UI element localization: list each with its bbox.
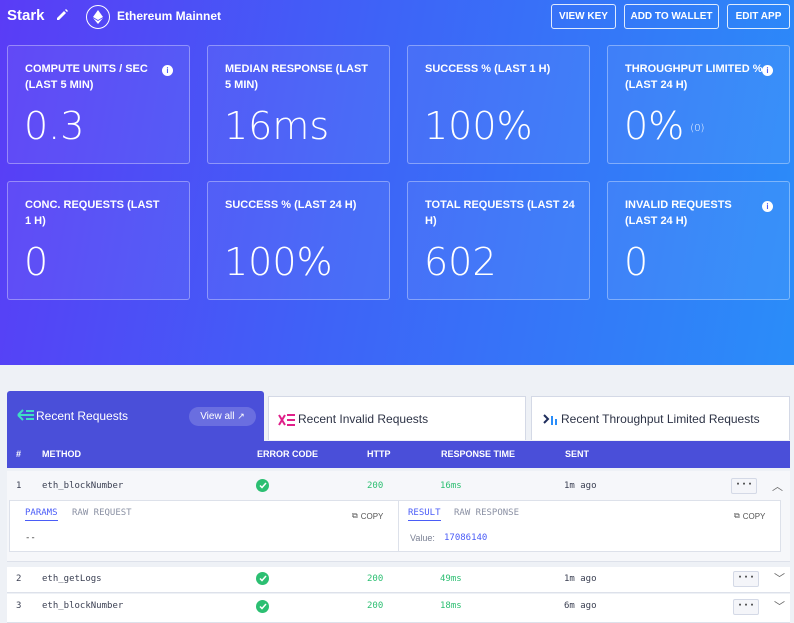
chevron-down-icon[interactable]: ﹀ <box>774 572 785 585</box>
table-header: # METHOD ERROR CODE HTTP RESPONSE TIME S… <box>7 441 790 468</box>
stat-card-throughput-limited: THROUGHPUT LIMITED % (LAST 24 H) i 0% (0) <box>607 45 790 164</box>
view-all-button[interactable]: View all ↗ <box>189 407 256 426</box>
row-http: 200 <box>367 574 384 584</box>
stat-card-concurrent-requests: CONC. REQUESTS (LAST 1 H) 0 <box>7 181 190 300</box>
stat-label: CONC. REQUESTS (LAST 1 H) <box>25 199 160 227</box>
row-http: 200 <box>367 601 384 611</box>
app-name: Stark <box>7 7 45 24</box>
stat-value: 602 <box>424 240 497 284</box>
stat-label: THROUGHPUT LIMITED % (LAST 24 H) <box>625 63 763 91</box>
stat-label: INVALID REQUESTS (LAST 24 H) <box>625 199 732 227</box>
col-response-time: RESPONSE TIME <box>441 449 516 459</box>
success-check-icon <box>256 572 269 585</box>
stat-card-compute-units: COMPUTE UNITS / SEC (LAST 5 MIN) i 0.3 <box>7 45 190 164</box>
view-key-button[interactable]: VIEW KEY <box>551 4 616 29</box>
stat-card-total-requests: TOTAL REQUESTS (LAST 24 H) 602 <box>407 181 590 300</box>
tab-label: Recent Throughput Limited Requests <box>561 412 760 426</box>
detail-divider <box>398 501 399 551</box>
tab-label: Recent Requests <box>36 409 129 423</box>
stat-label: COMPUTE UNITS / SEC (LAST 5 MIN) <box>25 63 148 91</box>
row-num: 1 <box>16 481 22 491</box>
row-http: 200 <box>367 481 384 491</box>
tab-raw-response[interactable]: RAW RESPONSE <box>454 508 520 518</box>
stat-label: TOTAL REQUESTS (LAST 24 H) <box>425 199 575 227</box>
more-actions-button[interactable]: ··· <box>733 599 759 615</box>
row-method: eth_blockNumber <box>42 601 124 611</box>
row-sent: 1m ago <box>564 481 597 491</box>
params-value: -- <box>25 533 36 543</box>
stat-value: 0.3 <box>24 104 85 148</box>
request-detail-panel: PARAMS RAW REQUEST ⧉ COPY -- RESULT RAW R… <box>9 500 781 552</box>
stat-label: SUCCESS % (LAST 24 H) <box>225 199 357 211</box>
result-value[interactable]: 17086140 <box>444 533 488 543</box>
stat-value: 100% <box>224 240 333 284</box>
col-num: # <box>16 449 22 459</box>
recent-requests-icon <box>17 409 34 421</box>
tab-throughput-limited[interactable]: Recent Throughput Limited Requests <box>531 396 790 440</box>
edit-pencil-icon[interactable] <box>55 8 69 22</box>
throughput-limited-icon <box>543 414 557 425</box>
col-method: METHOD <box>42 449 81 459</box>
more-actions-button[interactable]: ··· <box>731 478 757 494</box>
stat-label: SUCCESS % (LAST 1 H) <box>425 63 551 75</box>
copy-label: COPY <box>360 511 384 521</box>
top-bar: Stark Ethereum Mainnet VIEW KEY ADD TO W… <box>0 0 794 34</box>
stats-hero: Stark Ethereum Mainnet VIEW KEY ADD TO W… <box>0 0 794 365</box>
success-check-icon <box>256 479 269 492</box>
chevron-up-icon[interactable]: ︿ <box>772 480 783 493</box>
edit-app-button[interactable]: EDIT APP <box>727 4 790 29</box>
copy-result-button[interactable]: ⧉ COPY <box>734 511 765 521</box>
tab-params[interactable]: PARAMS <box>25 508 58 521</box>
success-check-icon <box>256 600 269 613</box>
external-arrow-icon: ↗ <box>237 411 245 421</box>
table-row[interactable]: 2 eth_getLogs 200 49ms 1m ago ··· ﹀ <box>7 567 790 593</box>
table-row[interactable]: 3 eth_blockNumber 200 18ms 6m ago ··· ﹀ <box>7 594 790 623</box>
row-num: 3 <box>16 601 22 611</box>
value-label: Value: <box>410 533 435 543</box>
stat-card-success-1h: SUCCESS % (LAST 1 H) 100% <box>407 45 590 164</box>
copy-icon: ⧉ <box>352 511 358 520</box>
row-num: 2 <box>16 574 22 584</box>
row-sent: 1m ago <box>564 574 597 584</box>
info-icon[interactable]: i <box>762 65 773 76</box>
network-name: Ethereum Mainnet <box>117 9 222 23</box>
stat-value: 0 <box>624 240 649 284</box>
copy-icon: ⧉ <box>734 511 740 520</box>
stat-card-invalid-requests: INVALID REQUESTS (LAST 24 H) i 0 <box>607 181 790 300</box>
col-sent: SENT <box>565 449 590 459</box>
col-error-code: ERROR CODE <box>257 449 319 459</box>
stat-card-median-response: MEDIAN RESPONSE (LAST 5 MIN) 16ms <box>207 45 390 164</box>
row-response-time: 16ms <box>440 481 462 491</box>
row-response-time: 49ms <box>440 574 462 584</box>
tab-recent-requests[interactable]: Recent Requests <box>7 391 264 441</box>
stat-value: 100% <box>424 104 533 148</box>
copy-label: COPY <box>742 511 766 521</box>
view-all-label: View all <box>200 411 235 422</box>
stat-label: MEDIAN RESPONSE (LAST 5 MIN) <box>225 63 369 91</box>
tab-result[interactable]: RESULT <box>408 508 441 521</box>
row-response-time: 18ms <box>440 601 462 611</box>
col-http: HTTP <box>367 449 391 459</box>
row-sent: 6m ago <box>564 601 597 611</box>
stat-value: 0% (0) <box>624 104 704 148</box>
ethereum-icon <box>86 5 110 29</box>
row-method: eth_getLogs <box>42 574 102 584</box>
add-to-wallet-button[interactable]: ADD TO WALLET <box>624 4 719 29</box>
stat-value: 16ms <box>224 104 330 148</box>
row-method: eth_blockNumber <box>42 481 124 491</box>
info-icon[interactable]: i <box>762 201 773 212</box>
stat-value-main: 0% <box>624 104 685 148</box>
invalid-requests-icon <box>278 414 295 426</box>
tab-raw-request[interactable]: RAW REQUEST <box>72 508 132 518</box>
chevron-down-icon[interactable]: ﹀ <box>774 600 785 613</box>
stat-card-success-24h: SUCCESS % (LAST 24 H) 100% <box>207 181 390 300</box>
stat-value: 0 <box>24 240 49 284</box>
more-actions-button[interactable]: ··· <box>733 571 759 587</box>
tab-label: Recent Invalid Requests <box>298 412 429 426</box>
tab-invalid-requests[interactable]: Recent Invalid Requests <box>268 396 526 440</box>
stat-sub-count: (0) <box>690 123 705 134</box>
info-icon[interactable]: i <box>162 65 173 76</box>
copy-params-button[interactable]: ⧉ COPY <box>352 511 383 521</box>
